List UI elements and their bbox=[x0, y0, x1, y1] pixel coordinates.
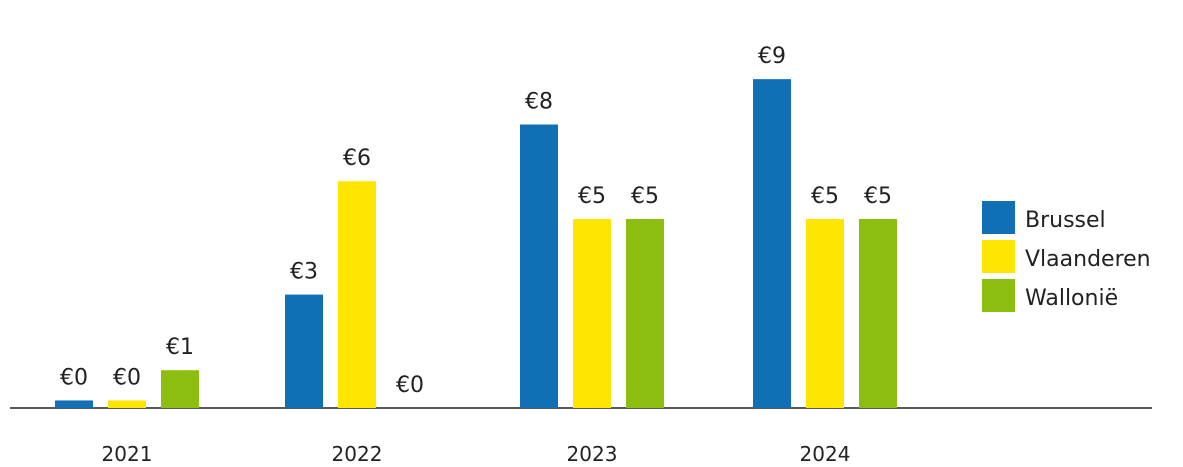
data-label-brussel-2022: €3 bbox=[290, 260, 318, 285]
data-label-wallonië-2022: €0 bbox=[396, 373, 424, 398]
bar-wallonië-2023 bbox=[626, 219, 664, 408]
bar-brussel-2021 bbox=[55, 400, 93, 408]
data-label-vlaanderen-2021: €0 bbox=[113, 365, 141, 390]
bar-brussel-2022 bbox=[285, 294, 323, 408]
legend-label-vlaanderen: Vlaanderen bbox=[1025, 247, 1151, 272]
data-label-vlaanderen-2023: €5 bbox=[578, 184, 606, 209]
bars-group bbox=[55, 79, 897, 408]
data-label-wallonië-2023: €5 bbox=[631, 184, 659, 209]
x-tick-label-2021: 2021 bbox=[102, 442, 153, 466]
legend-label-brussel: Brussel bbox=[1025, 208, 1106, 233]
x-tick-label-2024: 2024 bbox=[800, 442, 851, 466]
bar-brussel-2024 bbox=[753, 79, 791, 408]
legend-label-wallonië: Wallonië bbox=[1025, 286, 1118, 311]
bar-wallonië-2021 bbox=[161, 370, 199, 408]
x-tick-label-2022: 2022 bbox=[332, 442, 383, 466]
data-label-wallonië-2024: €5 bbox=[864, 184, 892, 209]
data-label-vlaanderen-2022: €6 bbox=[343, 146, 371, 171]
x-tick-label-2023: 2023 bbox=[567, 442, 618, 466]
bar-vlaanderen-2022 bbox=[338, 181, 376, 408]
legend-swatch-wallonië bbox=[982, 279, 1015, 312]
legend-swatch-brussel bbox=[982, 201, 1015, 234]
bar-vlaanderen-2021 bbox=[108, 400, 146, 408]
data-label-wallonië-2021: €1 bbox=[166, 335, 194, 360]
data-labels-group: €0 €0 €1 €3 €6 €0 €8 €5 €5 €9 €5 €5 bbox=[60, 44, 892, 398]
data-label-brussel-2024: €9 bbox=[758, 44, 786, 69]
bar-brussel-2023 bbox=[520, 124, 558, 408]
bar-wallonië-2024 bbox=[859, 219, 897, 408]
legend: Brussel Vlaanderen Wallonië bbox=[982, 201, 1151, 312]
data-label-vlaanderen-2024: €5 bbox=[811, 184, 839, 209]
data-label-brussel-2023: €8 bbox=[525, 90, 553, 115]
data-label-brussel-2021: €0 bbox=[60, 365, 88, 390]
bar-vlaanderen-2024 bbox=[806, 219, 844, 408]
legend-swatch-vlaanderen bbox=[982, 240, 1015, 273]
x-tick-labels-group: 2021 2022 2023 2024 bbox=[102, 442, 851, 466]
bar-vlaanderen-2023 bbox=[573, 219, 611, 408]
